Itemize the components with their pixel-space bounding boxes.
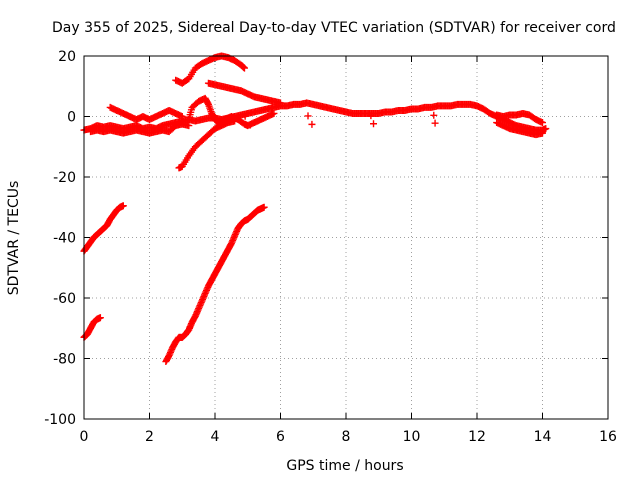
data-point bbox=[96, 314, 104, 322]
x-tick-label: 6 bbox=[276, 429, 285, 445]
x-tick-label: 0 bbox=[80, 429, 89, 445]
data-point bbox=[178, 113, 186, 120]
data-point bbox=[367, 112, 375, 120]
series-arc-upper bbox=[172, 52, 248, 87]
x-tick-label: 16 bbox=[599, 429, 617, 445]
data-point bbox=[260, 203, 268, 211]
data-point bbox=[304, 112, 312, 120]
series-track-minus44 bbox=[80, 202, 127, 255]
data-point bbox=[542, 125, 550, 133]
tick-labels: 0 2 4 6 8 10 12 14 16 -100 -80 -60 -40 -20 0 20 bbox=[44, 49, 617, 445]
data-point bbox=[241, 112, 249, 120]
y-tick-label: -60 bbox=[53, 291, 76, 307]
x-tick-label: 2 bbox=[145, 429, 154, 445]
data-point bbox=[119, 202, 127, 210]
y-tick-label: -20 bbox=[53, 170, 76, 186]
chart-title: Day 355 of 2025, Sidereal Day-to-day VTE… bbox=[52, 20, 616, 36]
data-point bbox=[270, 109, 278, 117]
plot-frame bbox=[83, 55, 609, 420]
data-point bbox=[277, 99, 284, 107]
series-baseline-band-lower bbox=[87, 119, 546, 139]
y-tick-label: 20 bbox=[58, 49, 76, 65]
y-tick-label: -40 bbox=[53, 231, 76, 247]
series-rise-from-minus17 bbox=[175, 117, 239, 172]
data-point bbox=[370, 120, 378, 128]
series-arc-middle bbox=[204, 79, 284, 107]
y-tick-label: 0 bbox=[67, 110, 76, 126]
series-baseline-band-upper bbox=[106, 103, 546, 127]
x-axis-label: GPS time / hours bbox=[286, 458, 403, 474]
x-tick-label: 14 bbox=[534, 429, 552, 445]
data-point bbox=[231, 117, 239, 125]
series-track-minus73 bbox=[80, 314, 104, 341]
data-point bbox=[539, 119, 546, 127]
y-tick-label: -80 bbox=[53, 352, 76, 368]
y-tick-label: -100 bbox=[44, 412, 76, 428]
data-point bbox=[430, 111, 438, 119]
data-point bbox=[240, 64, 248, 72]
x-tick-label: 4 bbox=[211, 429, 220, 445]
data-point bbox=[431, 119, 439, 127]
data-marks bbox=[80, 52, 550, 366]
x-tick-label: 12 bbox=[468, 429, 486, 445]
data-point bbox=[539, 129, 546, 137]
y-axis-label: SDTVAR / TECUs bbox=[6, 181, 22, 296]
series-track-minus81 bbox=[162, 203, 268, 366]
x-tick-label: 8 bbox=[342, 429, 351, 445]
x-tick-label: 10 bbox=[403, 429, 421, 445]
series-loop bbox=[185, 94, 278, 130]
data-point bbox=[185, 122, 193, 130]
data-point bbox=[308, 120, 316, 128]
